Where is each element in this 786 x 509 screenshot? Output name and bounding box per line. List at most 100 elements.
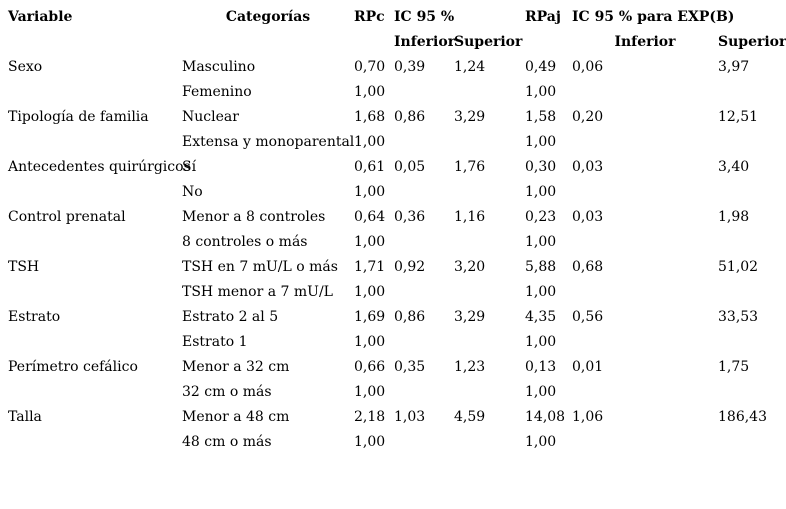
cell-ic95-superior: 3,29 (454, 109, 486, 125)
cell-categoria: TSH en 7 mU/L o más (182, 259, 338, 275)
cell-ic95-inferior (394, 380, 454, 405)
cell-variable: Tipología de familia (8, 109, 149, 125)
cell-ic95-inferior (394, 180, 454, 205)
cell-rpaj: 1,00 (525, 134, 557, 150)
cell-expb-superior (718, 230, 786, 255)
cell-rpaj: 0,30 (525, 159, 557, 175)
cell-categoria: Menor a 8 controles (182, 209, 326, 225)
column-header-ic95: IC 95 % (394, 9, 455, 25)
cell-expb-superior: 1,75 (718, 359, 750, 375)
cell-rpaj: 1,00 (525, 84, 557, 100)
column-header-variable: Variable (8, 9, 73, 25)
cell-ic95-inferior: 0,86 (394, 109, 426, 125)
cell-variable (8, 230, 182, 255)
cell-categoria: Menor a 32 cm (182, 359, 290, 375)
cell-expb-superior: 12,51 (718, 109, 759, 125)
table-row: 8 controles o más 1,00 1,00 (8, 230, 786, 255)
cell-expb-inferior (572, 130, 718, 155)
cell-rpc: 1,00 (354, 284, 386, 300)
cell-categoria: Menor a 48 cm (182, 409, 290, 425)
cell-rpaj: 1,00 (525, 184, 557, 200)
cell-ic95-superior: 1,76 (454, 159, 486, 175)
cell-expb-inferior: 0,56 (572, 309, 604, 325)
cell-categoria: Nuclear (182, 109, 239, 125)
column-subheader-ic95-superior: Superior (454, 34, 523, 50)
cell-expb-inferior (572, 430, 718, 455)
cell-expb-inferior (572, 380, 718, 405)
cell-ic95-superior (454, 180, 525, 205)
cell-rpc: 1,00 (354, 134, 386, 150)
cell-categoria: Masculino (182, 59, 256, 75)
cell-variable (8, 130, 182, 155)
column-subheader-expb-superior: Superior (718, 34, 786, 50)
cell-rpaj: 1,00 (525, 234, 557, 250)
cell-rpaj: 1,00 (525, 384, 557, 400)
cell-expb-inferior: 1,06 (572, 409, 604, 425)
cell-expb-superior (718, 180, 786, 205)
cell-rpc: 1,00 (354, 234, 386, 250)
cell-expb-superior: 3,97 (718, 59, 750, 75)
cell-expb-superior (718, 80, 786, 105)
cell-categoria: Estrato 2 al 5 (182, 309, 279, 325)
cell-expb-inferior (572, 330, 718, 355)
cell-expb-inferior: 0,01 (572, 359, 604, 375)
cell-variable: Control prenatal (8, 209, 126, 225)
table-header-row-2: Inferior Superior Inferior Superior (8, 30, 786, 55)
cell-ic95-superior (454, 430, 525, 455)
table-row: Sexo Masculino 0,70 0,39 1,24 0,49 0,06 … (8, 55, 786, 80)
cell-expb-inferior (572, 230, 718, 255)
cell-categoria: 32 cm o más (182, 384, 272, 400)
cell-rpaj: 0,13 (525, 359, 557, 375)
table-row: Tipología de familia Nuclear 1,68 0,86 3… (8, 105, 786, 130)
cell-expb-superior (718, 280, 786, 305)
cell-ic95-superior (454, 330, 525, 355)
cell-expb-inferior (572, 280, 718, 305)
cell-variable (8, 330, 182, 355)
cell-ic95-inferior: 0,92 (394, 259, 426, 275)
table-row: Extensa y monoparental 1,00 1,00 (8, 130, 786, 155)
cell-expb-superior: 186,43 (718, 409, 767, 425)
cell-categoria: Extensa y monoparental (182, 134, 355, 150)
cell-ic95-inferior (394, 230, 454, 255)
cell-rpc: 0,70 (354, 59, 386, 75)
cell-categoria: Femenino (182, 84, 252, 100)
cell-ic95-inferior: 1,03 (394, 409, 426, 425)
table-row: Talla Menor a 48 cm 2,18 1,03 4,59 14,08… (8, 405, 786, 430)
cell-expb-superior: 51,02 (718, 259, 759, 275)
cell-rpc: 1,71 (354, 259, 386, 275)
cell-variable (8, 80, 182, 105)
cell-variable (8, 280, 182, 305)
cell-expb-superior: 33,53 (718, 309, 759, 325)
cell-rpc: 0,61 (354, 159, 386, 175)
table-body: Sexo Masculino 0,70 0,39 1,24 0,49 0,06 … (8, 55, 786, 455)
table-row: Antecedentes quirúrgicos Sí 0,61 0,05 1,… (8, 155, 786, 180)
cell-rpc: 1,00 (354, 384, 386, 400)
cell-expb-superior: 1,98 (718, 209, 750, 225)
cell-ic95-inferior: 0,86 (394, 309, 426, 325)
cell-expb-superior (718, 430, 786, 455)
cell-rpc: 1,68 (354, 109, 386, 125)
cell-ic95-superior: 3,20 (454, 259, 486, 275)
cell-categoria: 48 cm o más (182, 434, 272, 450)
cell-rpc: 1,00 (354, 434, 386, 450)
column-header-ic95-expb: IC 95 % para EXP(B) (572, 9, 735, 25)
cell-expb-inferior: 0,03 (572, 209, 604, 225)
table-row: Perímetro cefálico Menor a 32 cm 0,66 0,… (8, 355, 786, 380)
cell-rpc: 1,00 (354, 184, 386, 200)
cell-categoria: 8 controles o más (182, 234, 308, 250)
cell-ic95-inferior (394, 130, 454, 155)
cell-variable (8, 180, 182, 205)
table-row: Femenino 1,00 1,00 (8, 80, 786, 105)
cell-rpc: 0,66 (354, 359, 386, 375)
cell-ic95-inferior (394, 330, 454, 355)
cell-expb-superior (718, 130, 786, 155)
cell-rpaj: 5,88 (525, 259, 557, 275)
cell-variable: Perímetro cefálico (8, 359, 138, 375)
table-row: Estrato 1 1,00 1,00 (8, 330, 786, 355)
regression-results-table: Variable Categorías RPc IC 95 % RPaj IC … (8, 9, 786, 455)
cell-ic95-superior (454, 380, 525, 405)
cell-ic95-superior (454, 80, 525, 105)
cell-categoria: Sí (182, 159, 197, 175)
cell-variable: Talla (8, 409, 42, 425)
table-row: Control prenatal Menor a 8 controles 0,6… (8, 205, 786, 230)
